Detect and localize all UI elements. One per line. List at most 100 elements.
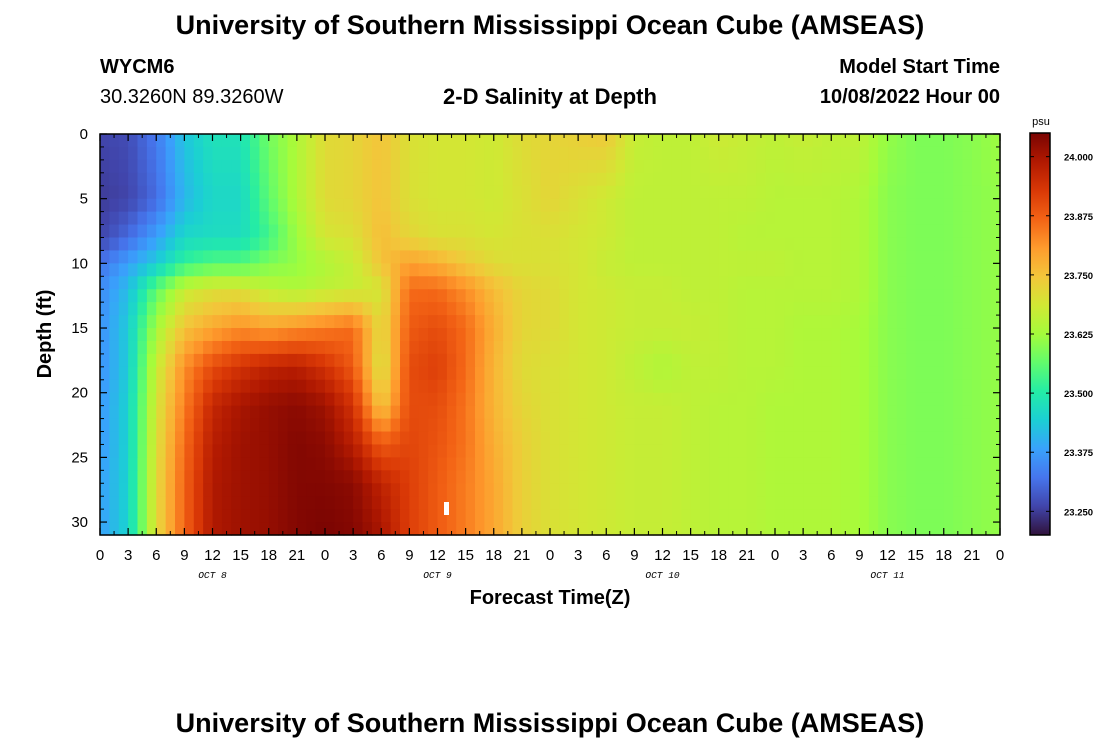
heatmap-cell	[596, 431, 607, 446]
heatmap-cell	[812, 522, 823, 536]
heatmap-cell	[437, 444, 448, 458]
heatmap-cell	[821, 315, 832, 329]
heatmap-cell	[896, 405, 907, 420]
heatmap-cell	[296, 431, 307, 446]
heatmap-cell	[990, 405, 1001, 420]
heatmap-cell	[503, 405, 514, 420]
heatmap-cell	[700, 198, 710, 213]
heatmap-cell	[840, 431, 851, 446]
heatmap-cell	[203, 328, 214, 342]
heatmap-cell	[596, 224, 607, 239]
heatmap-cell	[559, 315, 570, 329]
heatmap-cell	[625, 224, 635, 239]
heatmap-cell	[840, 159, 851, 174]
heatmap-cell	[737, 366, 748, 381]
heatmap-cell	[512, 315, 523, 329]
heatmap-cell	[596, 392, 607, 407]
heatmap-cell	[296, 134, 307, 148]
heatmap-cell	[128, 146, 139, 161]
heatmap-cell	[690, 134, 701, 148]
heatmap-cell	[100, 250, 110, 264]
heatmap-cell	[915, 302, 926, 316]
heatmap-cell	[850, 340, 860, 355]
heatmap-cell	[437, 211, 448, 226]
heatmap-cell	[634, 276, 645, 290]
heatmap-cell	[400, 159, 410, 174]
heatmap-cell	[334, 431, 345, 446]
heatmap-cell	[353, 263, 364, 277]
heatmap-cell	[221, 392, 232, 407]
heatmap-cell	[934, 289, 945, 303]
heatmap-cell	[390, 289, 401, 303]
heatmap-cell	[418, 146, 429, 161]
heatmap-cell	[850, 276, 860, 290]
heatmap-cell	[643, 276, 654, 290]
heatmap-cell	[203, 198, 214, 213]
heatmap-cell	[981, 276, 992, 290]
heatmap-cell	[221, 250, 232, 264]
heatmap-cell	[971, 302, 982, 316]
heatmap-cell	[550, 172, 560, 187]
heatmap-cell	[915, 431, 926, 446]
heatmap-cell	[128, 211, 139, 226]
heatmap-cell	[371, 289, 382, 303]
heatmap-cell	[109, 353, 120, 368]
heatmap-cell	[878, 146, 889, 161]
heatmap-cell	[250, 470, 260, 484]
heatmap-cell	[521, 198, 532, 213]
heatmap-cell	[465, 379, 476, 394]
heatmap-cell	[250, 315, 260, 329]
heatmap-cell	[868, 302, 879, 316]
heatmap-cell	[475, 366, 485, 381]
heatmap-cell	[981, 366, 992, 381]
heatmap-cell	[531, 185, 542, 200]
heatmap-cell	[231, 237, 242, 252]
heatmap-cell	[465, 418, 476, 433]
heatmap-cell	[690, 496, 701, 510]
heatmap-cell	[737, 276, 748, 290]
heatmap-cell	[362, 211, 373, 226]
heatmap-cell	[671, 302, 682, 316]
heatmap-cell	[662, 340, 673, 355]
heatmap-cell	[184, 340, 195, 355]
heatmap-cell	[859, 146, 870, 161]
heatmap-cell	[259, 276, 270, 290]
heatmap-cell	[643, 431, 654, 446]
heatmap-cell	[962, 211, 973, 226]
heatmap-cell	[821, 470, 832, 484]
heatmap-cell	[362, 496, 373, 510]
heatmap-cell	[409, 366, 420, 381]
heatmap-cell	[437, 315, 448, 329]
heatmap-cell	[165, 418, 176, 433]
heatmap-cell	[662, 470, 673, 484]
heatmap-cell	[840, 470, 851, 484]
heatmap-cell	[606, 185, 617, 200]
heatmap-cell	[493, 146, 504, 161]
heatmap-cell	[934, 444, 945, 458]
heatmap-cell	[906, 198, 917, 213]
heatmap-cell	[943, 431, 954, 446]
heatmap-cell	[390, 444, 401, 458]
heatmap-cell	[540, 250, 551, 264]
heatmap-cell	[212, 289, 223, 303]
heatmap-cell	[756, 470, 767, 484]
heatmap-cell	[287, 392, 298, 407]
heatmap-cell	[371, 146, 382, 161]
heatmap-cell	[812, 328, 823, 342]
heatmap-cell	[287, 405, 298, 420]
heatmap-cell	[203, 470, 214, 484]
heatmap-cell	[146, 366, 157, 381]
heatmap-cell	[512, 211, 523, 226]
heatmap-cell	[268, 198, 279, 213]
heatmap-cell	[915, 392, 926, 407]
heatmap-cell	[418, 353, 429, 368]
heatmap-cell	[484, 392, 495, 407]
heatmap-cell	[250, 237, 260, 252]
heatmap-cell	[446, 418, 457, 433]
heatmap-cell	[193, 509, 204, 523]
heatmap-cell	[953, 134, 964, 148]
heatmap-cell	[475, 250, 485, 264]
heatmap-cell	[784, 444, 795, 458]
heatmap-cell	[615, 263, 626, 277]
heatmap-cell	[165, 224, 176, 239]
